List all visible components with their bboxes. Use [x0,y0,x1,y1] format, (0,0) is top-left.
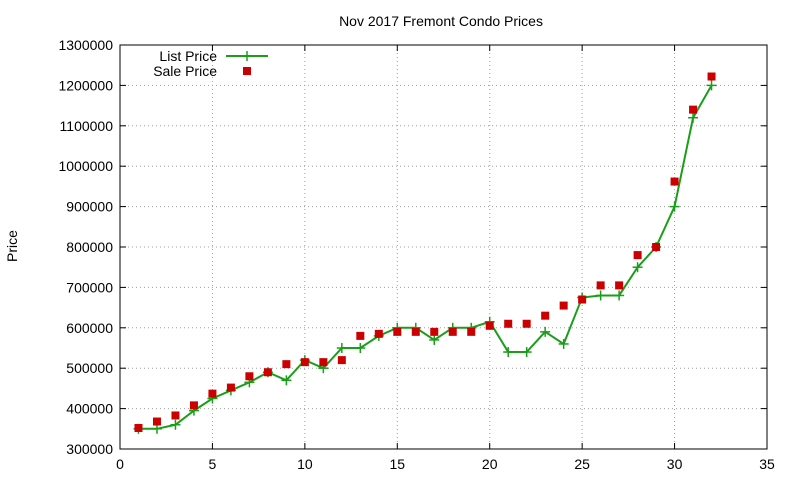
x-tick-label: 30 [667,456,683,472]
y-tick-label: 800000 [66,239,113,255]
y-axis-label: Price [4,230,20,262]
list-price-point [595,290,606,301]
list-price-point [281,375,292,386]
list-price-point [632,262,643,273]
axes [119,44,768,450]
list-price-point [558,338,569,349]
sale-price-point [282,360,291,369]
sale-price-point [541,311,550,320]
sale-price-point [356,331,365,340]
sale-price-point [430,327,439,336]
y-tick-label: 1100000 [60,118,114,134]
sale-price-point [226,383,235,392]
list-price-point [503,347,514,358]
sale-price-point [152,417,161,426]
sale-price-point [467,327,476,336]
sale-price-point [485,321,494,330]
list-price-point [355,343,366,353]
sale-price-point [522,319,531,328]
list-price-point [669,201,680,212]
list-price-point [429,334,440,345]
x-tick-label: 20 [482,456,498,472]
x-tick-label: 10 [297,456,313,472]
series [133,72,717,434]
x-tick-label: 25 [574,456,590,472]
y-tick-label: 1000000 [58,158,113,174]
grid [120,45,767,449]
sale-price-point [245,372,254,381]
list-price-point [336,343,347,353]
list-price-point [614,290,625,301]
legend-label-list-price: List Price [159,48,217,64]
list-price-point [521,347,532,358]
y-tick-label: 400000 [66,401,113,417]
sale-price-point [393,327,402,336]
sale-price-point [615,281,624,290]
sale-price-point [374,329,383,338]
sale-price-point [559,301,568,310]
sale-price-point [707,72,716,81]
y-tick-label: 500000 [66,360,113,376]
sale-price-point [319,358,328,367]
y-tick-label: 900000 [66,199,113,215]
sale-price-point [208,389,217,398]
sale-price-point [189,401,198,410]
list-price-line [138,84,713,430]
sale-price-point [596,281,605,290]
list-price-point [706,80,717,91]
legend-marker-sale-price [243,67,251,75]
y-tick-label: 300000 [66,441,113,457]
list-price-point [688,112,699,123]
list-price-point [540,326,551,337]
sale-price-point [689,105,698,114]
sale-price-point [633,251,642,260]
y-tick-label: 1200000 [58,77,113,93]
sale-price-point [171,411,180,420]
sale-price-point [300,358,309,367]
sale-price-point [134,423,143,432]
plot-border [119,44,768,450]
list-price-point [170,419,181,430]
sale-price-point [263,368,272,377]
sale-price-point [578,295,587,304]
sale-price-point [337,356,346,365]
x-tick-label: 15 [389,456,405,472]
sale-price-point [448,327,457,336]
y-tick-label: 600000 [66,320,113,336]
y-tick-label: 700000 [66,279,113,295]
sale-price-point [652,243,661,251]
y-tick-label: 1300000 [58,37,113,53]
x-tick-label: 0 [116,456,124,472]
x-tick-label: 35 [759,456,775,472]
chart-title: Nov 2017 Fremont Condo Prices [339,13,543,29]
sale-price-point [504,319,513,328]
x-tick-label: 5 [209,456,217,472]
legend-label-sale-price: Sale Price [153,63,217,79]
sale-price-point [411,327,420,336]
tick-labels: 0 5 10 15 20 25 30 35 300000 400000 500000 600000 70… [58,37,775,472]
sale-price-point [670,177,679,186]
